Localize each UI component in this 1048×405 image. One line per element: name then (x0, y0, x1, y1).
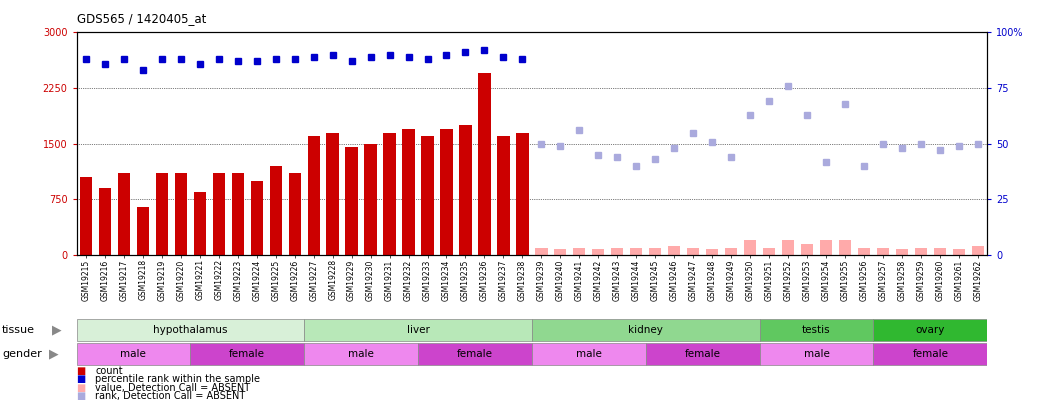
Bar (554, 249, 567, 255)
Bar (646, 343, 760, 365)
Text: value, Detection Call = ABSENT: value, Detection Call = ABSENT (95, 383, 250, 393)
Bar (531, 319, 760, 341)
Bar (304, 319, 531, 341)
Bar (706, 249, 718, 255)
Bar (820, 240, 832, 255)
Bar (307, 136, 320, 255)
Text: male: male (121, 350, 147, 359)
Bar (418, 343, 531, 365)
Bar (269, 166, 282, 255)
Text: ▶: ▶ (52, 324, 62, 337)
Text: percentile rank within the sample: percentile rank within the sample (95, 374, 260, 384)
Bar (915, 248, 927, 255)
Bar (99, 188, 111, 255)
Bar (77, 319, 304, 341)
Text: ovary: ovary (916, 325, 945, 335)
Bar (953, 249, 965, 255)
Bar (760, 319, 873, 341)
Bar (934, 248, 946, 255)
Text: ■: ■ (77, 383, 86, 393)
Bar (725, 248, 737, 255)
Bar (782, 240, 794, 255)
Bar (877, 248, 889, 255)
Text: ▶: ▶ (49, 348, 59, 361)
Text: ■: ■ (77, 391, 86, 401)
Bar (873, 343, 987, 365)
Bar (232, 173, 244, 255)
Bar (136, 207, 149, 255)
Bar (763, 248, 776, 255)
Text: kidney: kidney (628, 325, 663, 335)
Bar (304, 343, 418, 365)
Bar (77, 343, 191, 365)
Bar (80, 177, 92, 255)
Text: female: female (913, 350, 948, 359)
Bar (801, 244, 813, 255)
Text: count: count (95, 366, 123, 375)
Text: hypothalamus: hypothalamus (153, 325, 227, 335)
Bar (649, 248, 661, 255)
Bar (346, 147, 357, 255)
Bar (459, 125, 472, 255)
Bar (744, 240, 757, 255)
Bar (440, 129, 453, 255)
Bar (117, 173, 130, 255)
Bar (971, 246, 984, 255)
Bar (573, 248, 586, 255)
Bar (384, 133, 396, 255)
Text: rank, Detection Call = ABSENT: rank, Detection Call = ABSENT (95, 391, 245, 401)
Bar (497, 136, 509, 255)
Bar (873, 319, 987, 341)
Bar (531, 343, 646, 365)
Bar (857, 248, 870, 255)
Bar (760, 343, 873, 365)
Bar (536, 248, 547, 255)
Text: female: female (457, 350, 493, 359)
Text: male: male (575, 350, 602, 359)
Text: gender: gender (2, 350, 42, 359)
Bar (896, 249, 908, 255)
Bar (327, 133, 339, 255)
Bar (156, 173, 168, 255)
Text: liver: liver (407, 325, 430, 335)
Text: male: male (348, 350, 374, 359)
Bar (250, 181, 263, 255)
Text: GDS565 / 1420405_at: GDS565 / 1420405_at (77, 12, 205, 25)
Bar (517, 133, 528, 255)
Bar (592, 249, 605, 255)
Bar (838, 240, 851, 255)
Bar (421, 136, 434, 255)
Text: ■: ■ (77, 366, 86, 375)
Bar (630, 248, 642, 255)
Text: female: female (230, 350, 265, 359)
Bar (611, 248, 624, 255)
Bar (191, 343, 304, 365)
Bar (668, 246, 680, 255)
Bar (194, 192, 206, 255)
Bar (288, 173, 301, 255)
Bar (365, 144, 376, 255)
Bar (402, 129, 415, 255)
Bar (213, 173, 225, 255)
Bar (687, 248, 699, 255)
Text: tissue: tissue (2, 325, 35, 335)
Bar (175, 173, 187, 255)
Text: testis: testis (802, 325, 831, 335)
Text: male: male (804, 350, 829, 359)
Text: female: female (684, 350, 721, 359)
Text: ■: ■ (77, 374, 86, 384)
Bar (478, 73, 490, 255)
